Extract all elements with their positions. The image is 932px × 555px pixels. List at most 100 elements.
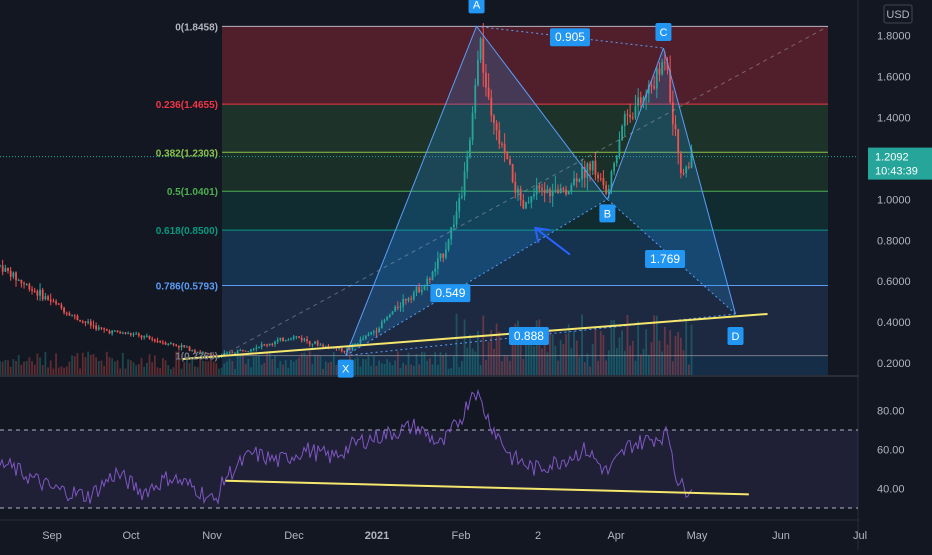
price-axis-tick: 1.6000 xyxy=(877,72,911,84)
candle-body xyxy=(242,349,244,351)
time-axis-label: Apr xyxy=(607,530,624,542)
candle-body xyxy=(105,329,108,331)
harmonic-point-label: D xyxy=(732,331,740,343)
volume-bar xyxy=(271,358,274,375)
candle-body xyxy=(252,349,255,351)
volume-bar xyxy=(394,360,397,375)
harmonic-leg xyxy=(662,47,737,315)
candle-body xyxy=(669,69,672,103)
candle-body xyxy=(33,290,36,292)
candle-body xyxy=(685,166,688,174)
volume-bar xyxy=(137,364,140,375)
volume-bar xyxy=(514,323,517,375)
candle-body xyxy=(402,298,405,307)
rsi-line xyxy=(0,388,693,505)
candle-body xyxy=(156,341,159,343)
candle-body xyxy=(210,353,212,355)
fib-trend-diagonal xyxy=(221,25,829,357)
volume-bar xyxy=(511,329,514,375)
candle-body xyxy=(666,62,669,70)
candle-body xyxy=(191,350,194,352)
candle-body xyxy=(111,330,114,334)
volume-bar xyxy=(356,357,359,375)
volume-bar xyxy=(298,357,300,375)
volume-bar xyxy=(399,367,402,375)
harmonic-leg xyxy=(476,26,608,200)
volume-bar xyxy=(311,363,314,375)
candle-body xyxy=(477,59,479,86)
candle-body xyxy=(594,160,597,175)
volume-bar xyxy=(266,351,268,375)
candle-body xyxy=(418,286,421,293)
candle-body xyxy=(250,349,252,352)
volume-bar xyxy=(607,350,610,375)
candle-body xyxy=(20,279,23,284)
volume-bar xyxy=(17,355,20,375)
candle-body xyxy=(319,344,322,346)
candle-body xyxy=(650,84,653,87)
volume-bar xyxy=(223,363,226,375)
volume-bar xyxy=(303,352,306,375)
candle-body xyxy=(517,188,519,193)
candle-body xyxy=(519,188,522,200)
volume-bar xyxy=(196,367,199,375)
candle-body xyxy=(306,339,308,342)
volume-bar xyxy=(252,356,255,375)
candle-body xyxy=(658,68,661,75)
candle-body xyxy=(207,353,210,355)
volume-bar xyxy=(57,367,60,375)
candle-body xyxy=(610,171,613,190)
candle-body xyxy=(436,258,439,269)
candle-body xyxy=(39,289,41,296)
volume-bar xyxy=(274,355,276,375)
candle-body xyxy=(589,163,591,171)
candle-body xyxy=(239,349,242,351)
candle-body xyxy=(642,97,645,103)
candle-body xyxy=(647,84,650,94)
volume-bar xyxy=(148,354,151,375)
candle-body xyxy=(140,335,143,338)
candle-body xyxy=(549,189,551,197)
volume-bar xyxy=(25,360,28,375)
volume-bar xyxy=(541,348,543,375)
volume-bar xyxy=(44,351,47,375)
volume-bar xyxy=(679,337,682,375)
volume-bar xyxy=(629,345,632,375)
time-axis-label: Sep xyxy=(42,530,62,542)
volume-bar xyxy=(47,367,49,375)
candle-body xyxy=(186,346,188,348)
candle-body xyxy=(153,339,156,342)
candle-body xyxy=(386,316,389,321)
volume-bar xyxy=(23,361,25,375)
time-axis-label: Jun xyxy=(772,530,790,542)
candle-body xyxy=(538,185,541,189)
candle-body xyxy=(679,153,682,174)
candle-body xyxy=(263,344,266,346)
volume-bar xyxy=(191,359,194,375)
volume-bar xyxy=(447,368,450,375)
candle-body xyxy=(533,194,535,197)
volume-bar xyxy=(9,366,12,375)
candle-body xyxy=(562,188,565,190)
harmonic-point-badge xyxy=(655,23,672,42)
volume-bar xyxy=(113,361,116,375)
volume-bar xyxy=(602,334,605,375)
volume-bar xyxy=(666,344,669,375)
volume-bar xyxy=(359,366,362,375)
volume-bar xyxy=(671,361,674,375)
candle-body xyxy=(308,341,311,345)
harmonic-bcd-fill xyxy=(607,48,736,314)
volume-bar xyxy=(637,321,640,375)
candle-body xyxy=(482,38,485,73)
volume-bar xyxy=(554,345,557,375)
volume-bar xyxy=(268,351,271,375)
volume-bar xyxy=(669,330,672,375)
volume-bar xyxy=(71,355,73,375)
candle-body xyxy=(287,339,290,341)
volume-bar xyxy=(156,367,159,375)
volume-bar xyxy=(140,357,143,375)
fib-band xyxy=(222,230,828,286)
candle-body xyxy=(450,227,453,240)
